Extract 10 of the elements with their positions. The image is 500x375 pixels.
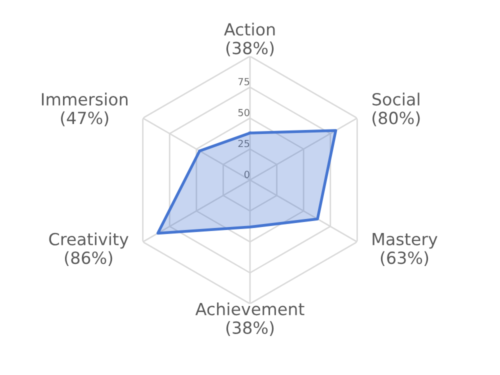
spoke-label: Action (38%)	[224, 22, 275, 56]
y-tick-label: 0	[244, 170, 250, 178]
spoke-label: Immersion (47%)	[42, 92, 128, 126]
spoke-label: Creativity (86%)	[49, 232, 128, 266]
y-tick-label: 75	[238, 78, 250, 86]
y-tick-label: 50	[238, 108, 250, 116]
spoke-label: Mastery (63%)	[372, 233, 438, 266]
spoke-label: Achievement (38%)	[195, 302, 304, 336]
spoke-label: Social (80%)	[372, 92, 420, 126]
y-tick-label: 25	[238, 140, 250, 148]
